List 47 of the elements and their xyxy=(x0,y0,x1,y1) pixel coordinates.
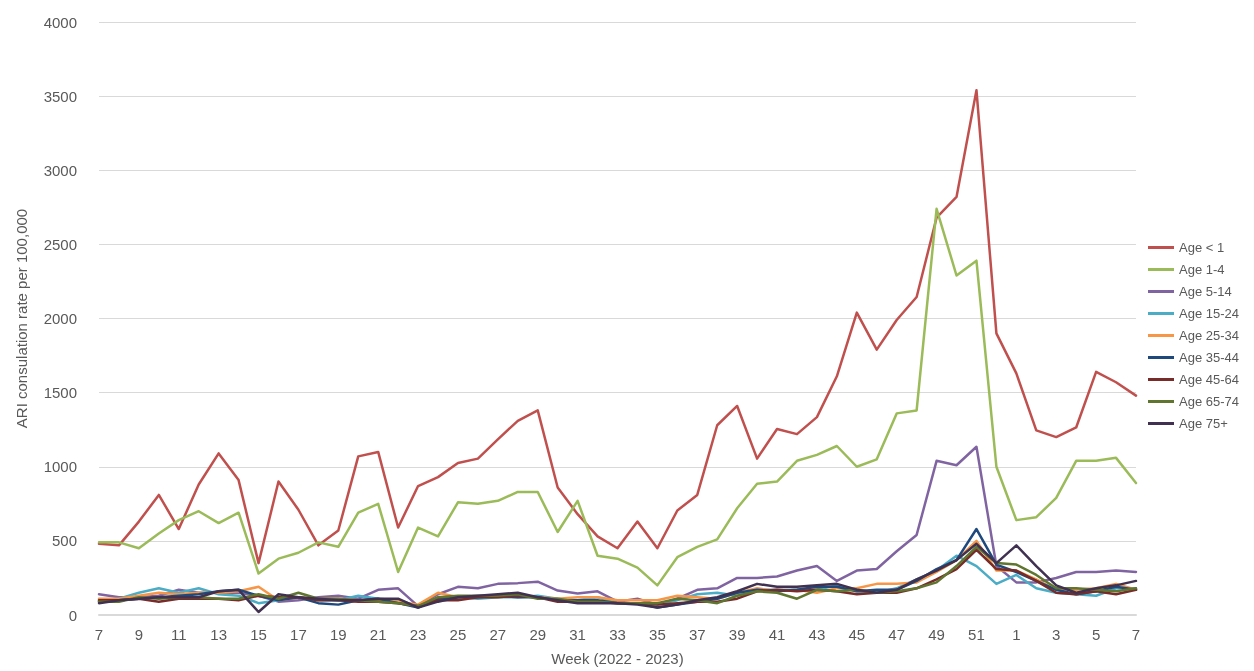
y-tick-label: 2000 xyxy=(43,310,77,327)
y-tick-label: 4000 xyxy=(43,13,77,31)
x-tick-label: 31 xyxy=(569,626,586,643)
x-tick-label: 13 xyxy=(210,626,227,643)
x-tick-label: 37 xyxy=(688,626,706,643)
legend-label: Age 1-4 xyxy=(1179,262,1225,277)
x-tick-label: 35 xyxy=(649,626,666,643)
y-tick-label: 1000 xyxy=(43,458,77,476)
x-tick-label: 11 xyxy=(170,626,187,643)
x-tick-label: 5 xyxy=(1091,626,1101,643)
legend-label: Age 65-74 xyxy=(1179,394,1240,409)
x-tick-label: 7 xyxy=(1131,626,1141,643)
legend-label: Age 15-24 xyxy=(1179,306,1240,321)
y-tick-label: 3000 xyxy=(43,161,77,179)
y-axis-title: ARI consulation rate per 100,000 xyxy=(13,208,30,429)
x-tick-label: 43 xyxy=(808,626,826,643)
legend-label: Age 5-14 xyxy=(1179,284,1232,299)
x-tick-label: 49 xyxy=(928,626,945,643)
x-tick-label: 21 xyxy=(369,626,387,643)
y-tick-label: 500 xyxy=(51,532,77,550)
y-tick-label: 0 xyxy=(68,606,77,624)
legend-label: Age 35-44 xyxy=(1179,350,1240,365)
y-tick-label: 2500 xyxy=(43,235,77,253)
x-tick-label: 41 xyxy=(768,626,786,643)
legend-label: Age 25-34 xyxy=(1179,328,1240,343)
x-tick-label: 27 xyxy=(489,626,507,643)
y-tick-label: 1500 xyxy=(43,384,77,402)
y-tick-label: 3500 xyxy=(43,87,77,105)
legend-label: Age 45-64 xyxy=(1179,372,1240,387)
x-tick-label: 39 xyxy=(728,626,746,643)
x-axis-title: Week (2022 - 2023) xyxy=(551,650,684,667)
x-tick-label: 15 xyxy=(250,626,267,643)
x-tick-label: 51 xyxy=(968,626,985,643)
x-tick-label: 17 xyxy=(290,626,307,643)
x-tick-label: 33 xyxy=(609,626,626,643)
legend-label: Age < 1 xyxy=(1179,240,1225,255)
x-tick-label: 29 xyxy=(529,626,547,643)
legend-label: Age 75+ xyxy=(1179,416,1228,431)
x-tick-label: 25 xyxy=(449,626,467,643)
x-tick-label: 47 xyxy=(888,626,906,643)
x-tick-label: 23 xyxy=(409,626,427,643)
x-tick-label: 7 xyxy=(94,626,104,643)
x-tick-label: 9 xyxy=(134,626,144,643)
x-tick-label: 1 xyxy=(1012,626,1021,643)
x-tick-label: 19 xyxy=(329,626,347,643)
x-tick-label: 3 xyxy=(1052,626,1061,643)
x-tick-label: 45 xyxy=(848,626,866,643)
